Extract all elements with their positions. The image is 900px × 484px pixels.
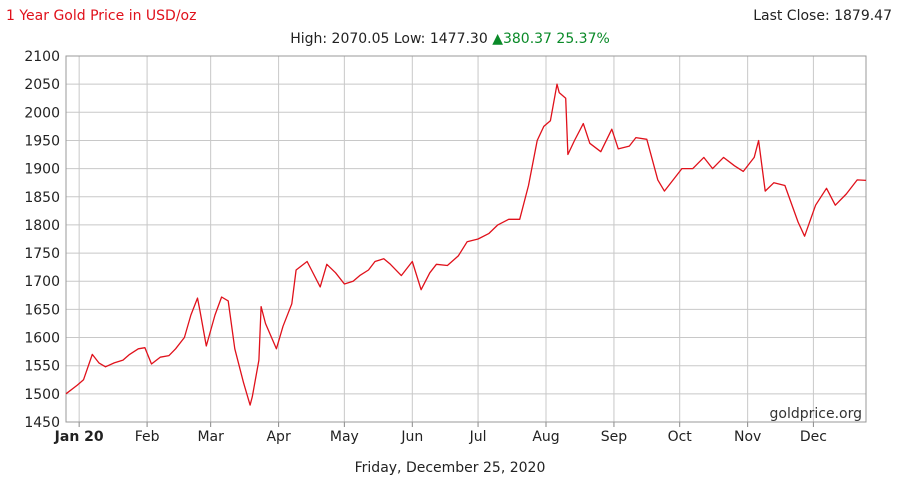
y-tick-label: 1700 [24,274,60,290]
chart-grid [66,55,866,423]
y-tick-label: 1500 [24,387,60,403]
y-tick-label: 1750 [24,246,60,262]
watermark: goldprice.org [770,406,862,422]
chart-title: 1 Year Gold Price in USD/oz [6,8,197,24]
y-axis: 1450 1500 1550 1600 1650 1700 1750 1800 1850 1900… [24,49,60,431]
y-tick-label: 1950 [24,133,60,149]
x-tick-label: Jun [400,429,423,445]
chart-date: Friday, December 25, 2020 [354,460,546,476]
x-tick-label: Aug [532,429,559,445]
y-tick-label: 1900 [24,162,60,178]
x-axis: Jan 20 Feb Mar Apr May Jun Jul Aug Sep Oct Nov Dec [54,422,827,445]
x-tick-label: Apr [266,429,290,445]
y-tick-label: 2100 [24,49,60,65]
x-tick-label: Nov [734,429,761,445]
x-tick-label: May [330,429,359,445]
y-tick-label: 1800 [24,218,60,234]
x-tick-label: Sep [601,429,628,445]
y-tick-label: 2050 [24,77,60,93]
x-tick-label: Jan 20 [54,429,104,445]
x-tick-label: Oct [668,429,693,445]
last-close-label: Last Close: 1879.47 [753,8,892,24]
y-tick-label: 1550 [24,359,60,375]
y-tick-label: 1650 [24,302,60,318]
x-tick-label: Jul [469,429,487,445]
price-series [65,83,867,406]
y-tick-label: 2000 [24,105,60,121]
change-label: ▲380.37 25.37% [492,31,610,47]
x-tick-label: Feb [135,429,160,445]
y-tick-label: 1850 [24,190,60,206]
high-low-stats: High: 2070.05 Low: 1477.30 ▲380.37 25.37… [0,31,900,47]
plot-area-frame [65,55,867,423]
y-tick-label: 1450 [24,415,60,431]
price-line [65,83,867,406]
x-tick-label: Dec [800,429,827,445]
y-tick-label: 1600 [24,331,60,347]
x-tick-label: Mar [197,429,224,445]
high-low-label: High: 2070.05 Low: 1477.30 [290,31,488,47]
